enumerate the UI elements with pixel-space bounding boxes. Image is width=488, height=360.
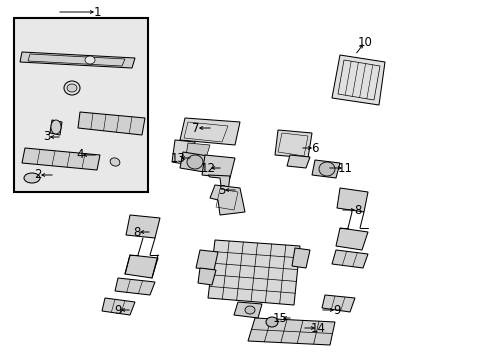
Text: 2: 2 [34,168,41,181]
Polygon shape [125,255,158,278]
Polygon shape [207,240,299,305]
Text: 12: 12 [200,162,215,175]
Polygon shape [198,268,216,285]
Polygon shape [336,188,367,212]
Text: 11: 11 [337,162,352,175]
Text: 10: 10 [357,36,372,49]
Text: 14: 14 [310,321,325,334]
Text: 15: 15 [272,311,287,324]
Polygon shape [202,155,235,178]
Polygon shape [335,228,367,250]
Ellipse shape [110,158,120,166]
Polygon shape [50,120,62,135]
Polygon shape [207,175,229,194]
Polygon shape [234,302,262,318]
Ellipse shape [186,155,203,169]
Polygon shape [172,140,195,165]
Polygon shape [331,55,384,105]
Ellipse shape [244,306,254,314]
Bar [14,18,148,192]
Polygon shape [180,152,207,172]
Text: 6: 6 [311,141,318,154]
Text: 5: 5 [218,184,225,197]
Text: 3: 3 [43,130,51,144]
Polygon shape [22,148,100,170]
Text: 4: 4 [76,148,83,162]
Polygon shape [126,215,160,238]
Ellipse shape [318,162,334,176]
Ellipse shape [265,317,278,327]
Text: 1: 1 [93,5,101,18]
Polygon shape [115,278,155,295]
Text: 9: 9 [332,303,340,316]
Polygon shape [274,130,311,158]
Ellipse shape [85,56,95,64]
Polygon shape [286,155,309,168]
Text: 7: 7 [192,122,199,135]
Text: 9: 9 [114,303,122,316]
Polygon shape [247,318,334,345]
Polygon shape [196,250,218,270]
Polygon shape [209,185,244,215]
Polygon shape [291,248,309,268]
Polygon shape [102,298,135,315]
Ellipse shape [64,81,80,95]
Polygon shape [321,295,354,312]
Polygon shape [311,160,339,178]
Polygon shape [180,118,240,145]
Text: 13: 13 [170,152,185,165]
Ellipse shape [67,84,77,92]
Text: 8: 8 [133,225,141,238]
Polygon shape [185,143,209,158]
Polygon shape [20,52,135,68]
Ellipse shape [51,120,61,134]
Text: 8: 8 [354,203,361,216]
Polygon shape [78,112,145,135]
Ellipse shape [24,173,40,183]
Polygon shape [331,250,367,268]
